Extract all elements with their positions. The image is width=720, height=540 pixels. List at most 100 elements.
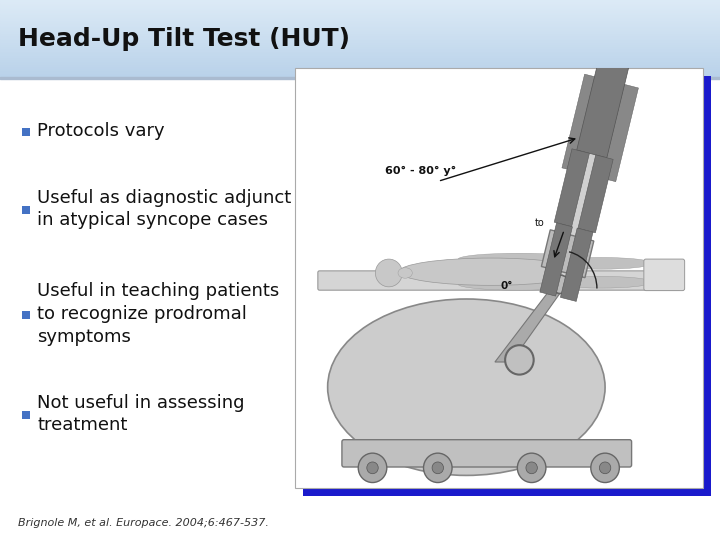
Bar bbox=[22, 206, 30, 214]
Bar bbox=[0, 63, 720, 64]
Text: to: to bbox=[535, 218, 544, 228]
Bar bbox=[0, 40, 720, 42]
Bar bbox=[0, 8, 720, 9]
Circle shape bbox=[432, 462, 444, 474]
FancyBboxPatch shape bbox=[318, 271, 680, 290]
Circle shape bbox=[591, 453, 619, 483]
Polygon shape bbox=[549, 4, 639, 287]
Bar bbox=[0, 56, 720, 57]
Bar bbox=[0, 80, 720, 540]
Bar bbox=[0, 17, 720, 18]
Bar bbox=[0, 32, 720, 34]
Bar bbox=[0, 73, 720, 74]
Bar bbox=[0, 77, 720, 78]
Bar bbox=[0, 16, 720, 17]
Bar bbox=[0, 39, 720, 40]
Bar bbox=[0, 35, 720, 36]
Bar bbox=[0, 49, 720, 51]
Ellipse shape bbox=[550, 258, 652, 269]
Polygon shape bbox=[541, 230, 594, 278]
Bar bbox=[0, 18, 720, 19]
Text: Brignole M, et al. Europace. 2004;6:467-537.: Brignole M, et al. Europace. 2004;6:467-… bbox=[18, 518, 269, 528]
Bar bbox=[0, 13, 720, 14]
Ellipse shape bbox=[458, 279, 580, 290]
Circle shape bbox=[359, 453, 387, 483]
Ellipse shape bbox=[399, 258, 582, 285]
Polygon shape bbox=[554, 149, 590, 227]
Bar bbox=[0, 25, 720, 26]
Bar bbox=[0, 58, 720, 60]
Ellipse shape bbox=[398, 268, 413, 278]
Bar bbox=[0, 28, 720, 29]
Bar bbox=[0, 12, 720, 13]
Bar bbox=[0, 66, 720, 68]
Bar bbox=[22, 411, 30, 419]
Text: Head-Up Tilt Test (HUT): Head-Up Tilt Test (HUT) bbox=[18, 27, 350, 51]
Circle shape bbox=[423, 453, 452, 483]
Bar bbox=[0, 0, 720, 1]
Bar bbox=[0, 60, 720, 61]
Bar bbox=[0, 48, 720, 49]
Polygon shape bbox=[540, 223, 572, 296]
Circle shape bbox=[600, 26, 634, 62]
Bar bbox=[0, 38, 720, 39]
Bar bbox=[0, 31, 720, 32]
Circle shape bbox=[505, 345, 534, 375]
Bar bbox=[0, 77, 720, 79]
Ellipse shape bbox=[458, 253, 580, 265]
Circle shape bbox=[599, 462, 611, 474]
Bar bbox=[0, 43, 720, 44]
FancyBboxPatch shape bbox=[644, 259, 685, 291]
Bar bbox=[0, 14, 720, 16]
Bar bbox=[0, 42, 720, 43]
Bar bbox=[0, 44, 720, 45]
Bar bbox=[0, 69, 720, 70]
Circle shape bbox=[526, 462, 537, 474]
Polygon shape bbox=[578, 155, 613, 233]
Polygon shape bbox=[495, 284, 567, 362]
Bar bbox=[0, 57, 720, 58]
Bar bbox=[0, 65, 720, 66]
Polygon shape bbox=[601, 84, 639, 181]
Text: Protocols vary: Protocols vary bbox=[37, 122, 165, 140]
Bar bbox=[0, 51, 720, 52]
Bar bbox=[0, 19, 720, 21]
Bar bbox=[0, 1, 720, 3]
Bar bbox=[0, 71, 720, 73]
Bar bbox=[0, 64, 720, 65]
Bar bbox=[0, 34, 720, 35]
Bar bbox=[0, 10, 720, 12]
Bar bbox=[0, 23, 720, 25]
Bar bbox=[295, 68, 703, 488]
Text: 60° - 80° y°: 60° - 80° y° bbox=[384, 166, 456, 176]
FancyBboxPatch shape bbox=[342, 440, 631, 467]
Polygon shape bbox=[577, 60, 629, 158]
Circle shape bbox=[552, 275, 570, 294]
Bar bbox=[0, 45, 720, 47]
Bar bbox=[0, 70, 720, 71]
Bar bbox=[0, 21, 720, 22]
Bar bbox=[0, 5, 720, 6]
Circle shape bbox=[366, 462, 378, 474]
Bar bbox=[0, 3, 720, 4]
Bar bbox=[22, 311, 30, 319]
Bar bbox=[0, 74, 720, 76]
Circle shape bbox=[375, 259, 402, 287]
Text: Useful in teaching patients
to recognize prodromal
symptoms: Useful in teaching patients to recognize… bbox=[37, 282, 279, 346]
Polygon shape bbox=[562, 74, 599, 172]
Bar bbox=[22, 128, 30, 136]
Ellipse shape bbox=[550, 276, 652, 288]
Bar bbox=[0, 29, 720, 30]
Bar bbox=[0, 55, 720, 56]
Bar bbox=[0, 9, 720, 10]
Bar bbox=[0, 76, 720, 77]
Circle shape bbox=[518, 453, 546, 483]
Bar bbox=[0, 36, 720, 38]
Bar bbox=[0, 53, 720, 55]
Bar bbox=[0, 47, 720, 48]
Bar bbox=[0, 6, 720, 8]
Text: Not useful in assessing
treatment: Not useful in assessing treatment bbox=[37, 394, 245, 435]
Bar bbox=[303, 76, 711, 496]
Text: Useful as diagnostic adjunct
in atypical syncope cases: Useful as diagnostic adjunct in atypical… bbox=[37, 188, 292, 230]
Ellipse shape bbox=[328, 299, 605, 475]
